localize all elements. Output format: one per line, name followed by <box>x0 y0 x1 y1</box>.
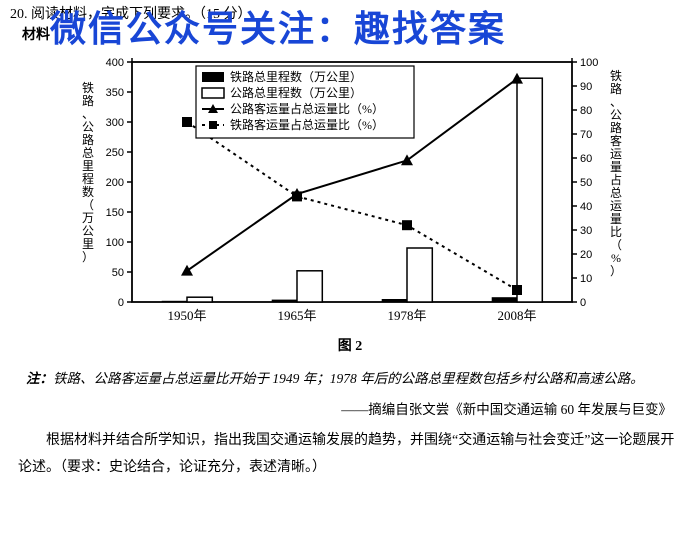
svg-text:30: 30 <box>580 225 592 237</box>
legend-label: 铁路总里程数（万公里） <box>230 69 362 84</box>
svg-text:）: ） <box>82 250 94 264</box>
svg-text:量: 量 <box>610 160 622 174</box>
svg-text:路: 路 <box>610 81 622 96</box>
question-prompt: 根据材料并结合所学知识，指出我国交通运输发展的趋势，并围绕“交通运输与社会变迁”… <box>0 424 700 487</box>
svg-text:10: 10 <box>580 273 592 285</box>
chart-caption: 图 2 <box>70 336 630 357</box>
chart-svg: 0 50 100 150 200 250 300 350 400 0 10 20 30 40 50 60 70 8… <box>70 52 630 332</box>
svg-text:路: 路 <box>82 93 94 108</box>
svg-text:90: 90 <box>580 81 592 93</box>
bar-highway-mileage <box>297 271 322 302</box>
legend-label: 公路总里程数（万公里） <box>230 85 362 100</box>
svg-text:路: 路 <box>610 120 622 135</box>
marker-square <box>512 285 522 295</box>
svg-text:100: 100 <box>106 237 124 249</box>
svg-text:里: 里 <box>82 237 94 251</box>
svg-text:）: ） <box>610 264 622 278</box>
svg-text:、: 、 <box>82 107 94 121</box>
marker-square <box>292 191 302 201</box>
svg-text:1965年: 1965年 <box>277 308 316 323</box>
svg-text:300: 300 <box>106 117 124 129</box>
svg-text:0: 0 <box>118 297 124 309</box>
svg-text:万: 万 <box>82 211 94 225</box>
svg-text:公: 公 <box>82 120 94 134</box>
svg-text:（: （ <box>610 238 622 252</box>
marker-square <box>182 117 192 127</box>
svg-text:40: 40 <box>580 201 592 213</box>
bar-highway-mileage <box>407 248 432 302</box>
svg-text:客: 客 <box>610 133 622 148</box>
svg-text:50: 50 <box>112 267 124 279</box>
svg-text:20: 20 <box>580 249 592 261</box>
source-text: 张文尝《新中国交通运输 60 年发展与巨变》 <box>409 402 672 417</box>
source-prefix: ——摘编自 <box>341 402 409 417</box>
svg-text:%: % <box>611 251 621 265</box>
svg-text:2008年: 2008年 <box>497 308 536 323</box>
svg-text:路: 路 <box>82 132 94 147</box>
svg-text:数: 数 <box>82 184 94 199</box>
marker-triangle <box>401 154 413 165</box>
svg-text:250: 250 <box>106 147 124 159</box>
legend-label: 铁路客运量占总运量比（%） <box>230 117 384 132</box>
note-prefix: 注： <box>26 371 53 386</box>
bar-rail-mileage <box>492 297 517 302</box>
svg-text:铁: 铁 <box>82 81 94 95</box>
svg-text:1950年: 1950年 <box>167 308 206 323</box>
svg-text:80: 80 <box>580 105 592 117</box>
svg-text:程: 程 <box>82 171 94 186</box>
svg-text:总: 总 <box>610 186 622 200</box>
svg-text:里: 里 <box>82 159 94 173</box>
svg-text:400: 400 <box>106 57 124 69</box>
watermark-text: 微信公众号关注：趣找答案 <box>50 2 506 56</box>
marker-triangle <box>181 265 193 276</box>
svg-text:1978年: 1978年 <box>387 308 426 323</box>
marker-square <box>402 220 412 230</box>
svg-text:总: 总 <box>82 146 94 160</box>
svg-text:150: 150 <box>106 207 124 219</box>
svg-text:比: 比 <box>610 225 622 239</box>
line-rail-share <box>187 122 517 290</box>
chart-footnote: 注：铁路、公路客运量占总运量比开始于 1949 年；1978 年后的公路总里程数… <box>0 357 700 396</box>
bar-rail-mileage <box>162 301 187 302</box>
svg-text:50: 50 <box>580 177 592 189</box>
svg-text:运: 运 <box>610 147 622 161</box>
svg-text:运: 运 <box>610 199 622 213</box>
svg-text:公: 公 <box>610 108 622 122</box>
source-citation: ——摘编自张文尝《新中国交通运输 60 年发展与巨变》 <box>0 396 700 424</box>
svg-text:公: 公 <box>82 224 94 238</box>
bar-rail-mileage <box>272 300 297 302</box>
svg-text:200: 200 <box>106 177 124 189</box>
svg-text:（: （ <box>82 198 94 212</box>
svg-text:350: 350 <box>106 87 124 99</box>
chart-container: 0 50 100 150 200 250 300 350 400 0 10 20 30 40 50 60 70 8… <box>70 52 630 357</box>
bar-highway-mileage <box>187 297 212 302</box>
svg-text:铁: 铁 <box>610 69 622 83</box>
svg-text:100: 100 <box>580 57 598 69</box>
svg-text:占: 占 <box>610 172 622 187</box>
note-text: 铁路、公路客运量占总运量比开始于 1949 年；1978 年后的公路总里程数包括… <box>53 371 644 386</box>
svg-text:60: 60 <box>580 153 592 165</box>
bar-rail-mileage <box>382 299 407 302</box>
svg-text:0: 0 <box>580 297 586 309</box>
svg-text:、: 、 <box>610 95 622 109</box>
svg-text:70: 70 <box>580 129 592 141</box>
svg-text:量: 量 <box>610 212 622 226</box>
legend-label: 公路客运量占总运量比（%） <box>230 101 384 116</box>
bar-highway-mileage <box>517 78 542 302</box>
